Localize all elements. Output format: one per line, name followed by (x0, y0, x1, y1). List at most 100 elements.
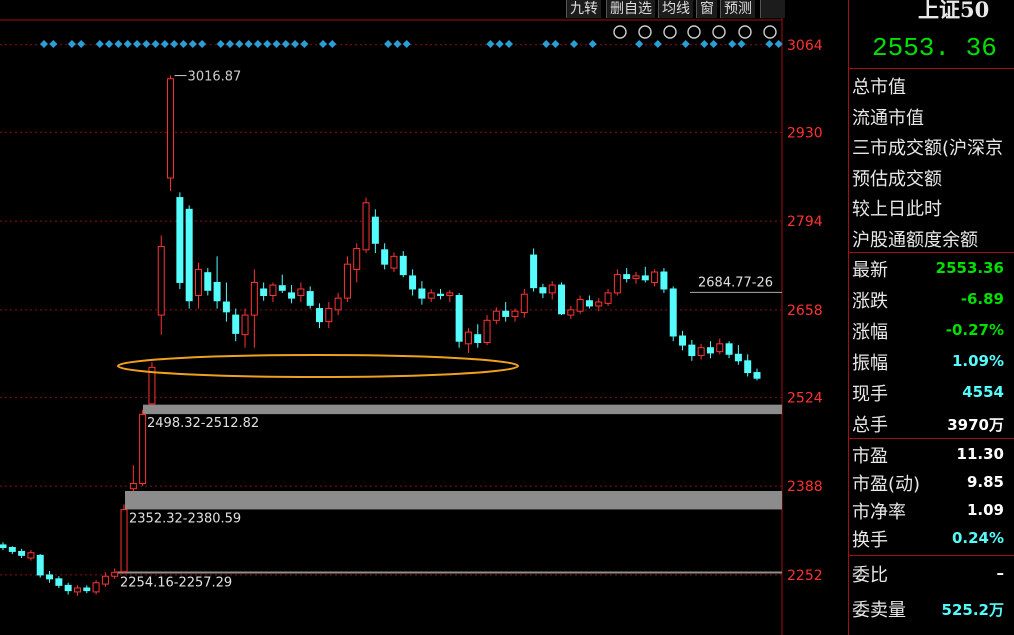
candle-body (446, 292, 454, 297)
signal (635, 40, 644, 48)
candle-body (278, 285, 286, 291)
candle-body (194, 268, 202, 297)
candle-body (641, 275, 649, 281)
signal (123, 40, 132, 48)
signal (681, 40, 690, 48)
row-value: 1.09 (966, 501, 1004, 519)
candle-body (36, 554, 44, 576)
candle-body (129, 483, 137, 490)
candle-body (483, 319, 491, 344)
signal (384, 40, 393, 48)
separator (848, 68, 1014, 69)
candle-body (167, 78, 175, 179)
signal (49, 40, 58, 48)
row-label: 最新 (852, 260, 888, 281)
candle-body (55, 578, 63, 586)
toolbar-button[interactable]: 预测 (720, 0, 755, 18)
candle-body (204, 272, 212, 291)
candle-body (669, 288, 677, 337)
signal (263, 40, 272, 48)
field-label: 较上日此时 (852, 199, 942, 220)
toolbar-button[interactable]: 删自选 (606, 0, 655, 18)
signal (114, 40, 123, 48)
candle-body (567, 309, 575, 316)
candle-body (213, 281, 221, 302)
candle-body (148, 366, 156, 405)
signal (328, 40, 337, 48)
candle-body (558, 284, 566, 315)
candle-body (0, 544, 7, 549)
candle-body (306, 291, 314, 306)
candle-body (297, 288, 305, 297)
candle-body (83, 587, 91, 592)
candle-body (288, 292, 296, 299)
candle-body (73, 587, 81, 593)
candle-body (260, 288, 268, 297)
separator (848, 438, 1014, 439)
row-value: 0.24% (951, 529, 1004, 547)
signal (300, 40, 309, 48)
candle-body (222, 301, 230, 313)
signal (244, 40, 253, 48)
y-tick-label: 3064 (787, 38, 823, 54)
signal (291, 40, 300, 48)
candle-body (18, 550, 26, 556)
candle-body (427, 292, 435, 299)
candle-body (92, 582, 100, 593)
signal (505, 40, 513, 48)
row-label: 市盈 (852, 446, 888, 467)
candle-body (371, 216, 379, 244)
row-value: -6.89 (960, 290, 1004, 308)
signal (570, 40, 579, 48)
icon (738, 25, 752, 39)
candle-body (623, 274, 631, 280)
signal (588, 40, 597, 48)
toolbar-button[interactable]: 窗 (696, 0, 717, 18)
toolbar-button[interactable]: 九转 (566, 0, 601, 18)
candle-body (576, 298, 584, 312)
pin-button[interactable] (760, 0, 785, 18)
signal (216, 40, 225, 48)
chart-icons (613, 25, 777, 39)
candle-body (706, 347, 714, 354)
index-name: 上证50 (918, 0, 990, 22)
candle-body (315, 308, 323, 323)
toolbar-button[interactable]: 均线 (658, 0, 693, 18)
row-label: 委卖量 (852, 600, 906, 621)
candle-body (632, 275, 640, 280)
row-value: 3970万 (947, 416, 1004, 434)
signal (319, 40, 327, 48)
candle-body (343, 263, 351, 299)
candle-body (585, 300, 593, 307)
row-label: 涨跌 (852, 291, 888, 312)
candle-body (530, 254, 538, 289)
signal (235, 40, 244, 48)
highlight-ellipse (117, 354, 519, 378)
candle-body (111, 571, 119, 577)
index-price: 2553. 36 (872, 33, 997, 63)
field-label: 三市成交额(沪深京 (852, 138, 1004, 159)
row-value: 9.85 (966, 473, 1004, 491)
y-tick-label: 2252 (787, 568, 823, 584)
candle-body (269, 284, 277, 297)
panel-border (848, 0, 849, 635)
signal (40, 40, 48, 48)
icon (663, 25, 677, 39)
field-label: 总市值 (852, 77, 906, 98)
signal (198, 40, 207, 48)
row-label: 涨幅 (852, 322, 888, 343)
candle-body (502, 310, 510, 317)
candle-body (120, 509, 128, 573)
signal (95, 40, 104, 48)
candle-body (716, 343, 724, 353)
y-tick-label: 2794 (787, 214, 823, 230)
candle-body (511, 310, 519, 317)
candle-body (8, 547, 16, 552)
candle-body (613, 274, 621, 294)
signal (188, 40, 197, 48)
candle-body (474, 334, 482, 344)
row-value: 4554 (962, 383, 1004, 401)
y-tick-label: 2388 (787, 479, 823, 495)
signal (737, 40, 746, 48)
candle-body (232, 314, 240, 334)
